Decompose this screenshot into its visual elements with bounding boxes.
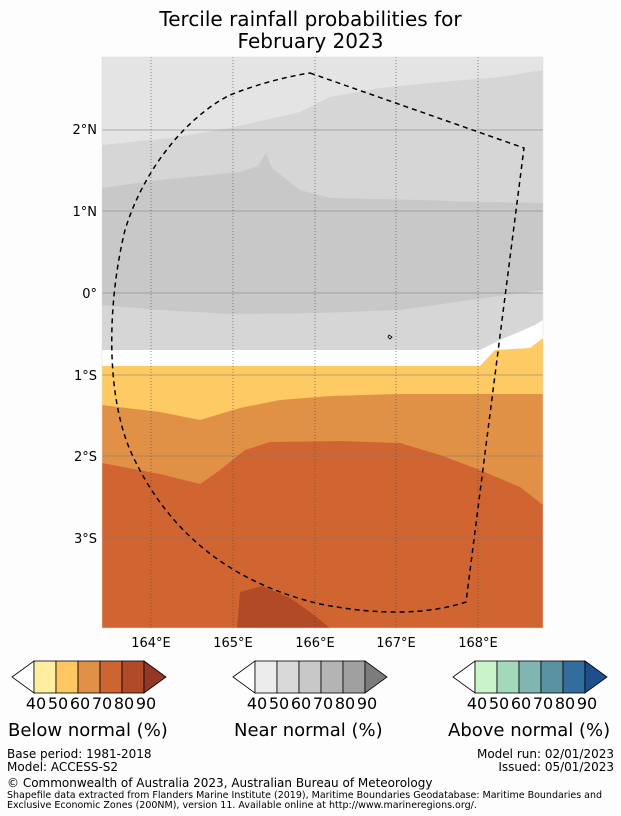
near-normal-swatch [298,660,322,694]
above-normal-low-extend [452,660,476,694]
island-marker [387,334,393,340]
lon-tick-168E: 168°E [458,636,498,651]
lon-tick-164E: 164°E [131,636,171,651]
above-normal-colorbar [452,660,608,694]
near-normal-swatch [276,660,300,694]
below-normal-swatch [33,660,57,694]
model-run-date: Model run: 02/01/2023 [476,747,614,761]
below-normal-60-zone [102,441,543,628]
near-normal-label: Near normal (%) [234,720,383,741]
legend-colorbars [11,660,608,694]
lat-tick-1S: 1°S [74,369,97,384]
below-normal-swatch [121,660,145,694]
below-normal-ticks: 40 50 60 70 80 90 [25,694,157,713]
shapefile-credit-line-2: Exclusive Economic Zones (200NM), versio… [7,800,477,811]
eez-boundary-line [111,72,525,613]
near-normal-ticks: 40 50 60 70 80 90 [246,694,378,713]
above-normal-swatch [518,660,542,694]
base-period: Base period: 1981-2018 [7,747,152,761]
map-frame [101,56,544,629]
lat-tick-3S: 3°S [74,532,97,547]
title-line-1: Tercile rainfall probabilities for [159,7,462,31]
above-normal-swatch [562,660,586,694]
above-normal-label: Above normal (%) [448,720,611,741]
below-normal-swatch [55,660,79,694]
near-normal-swatch [254,660,278,694]
chart-title: Tercile rainfall probabilities for Febru… [0,8,621,52]
lat-tick-0: 0° [82,287,97,302]
lat-tick-2S: 2°S [74,450,97,465]
probability-field [102,57,543,628]
below-normal-70-zone [237,586,330,628]
axis-tick-labels: 164°E 165°E 166°E 167°E 168°E 2°N 1°N 0°… [73,123,498,651]
graticule [102,57,543,628]
below-normal-swatch [99,660,123,694]
model-name: Model: ACCESS-S2 [7,760,119,774]
lon-tick-166E: 166°E [295,636,335,651]
above-normal-ticks: 40 50 60 70 80 90 [466,694,598,713]
title-line-2: February 2023 [237,29,384,53]
lat-tick-2N: 2°N [73,123,98,138]
issued-date: Issued: 05/01/2023 [498,760,614,774]
above-normal-swatch [540,660,564,694]
above-normal-high-extend [584,660,608,694]
below-normal-swatch [77,660,101,694]
lat-tick-1N: 1°N [73,205,98,220]
near-normal-colorbar [232,660,388,694]
above-normal-swatch [474,660,498,694]
below-normal-high-extend [143,660,167,694]
near-normal-high-extend [364,660,388,694]
below-normal-low-extend [11,660,35,694]
lon-tick-167E: 167°E [376,636,416,651]
near-normal-swatch [342,660,366,694]
lon-tick-165E: 165°E [213,636,253,651]
near-normal-low-extend [232,660,256,694]
above-normal-swatch [496,660,520,694]
map-panel: 164°E 165°E 166°E 167°E 168°E 2°N 1°N 0°… [73,56,544,651]
below-normal-label: Below normal (%) [8,720,168,741]
copyright-notice: © Commonwealth of Australia 2023, Austra… [7,776,433,790]
below-normal-colorbar [11,660,167,694]
shapefile-credit-line-1: Shapefile data extracted from Flanders M… [7,790,603,801]
near-normal-swatch [320,660,344,694]
